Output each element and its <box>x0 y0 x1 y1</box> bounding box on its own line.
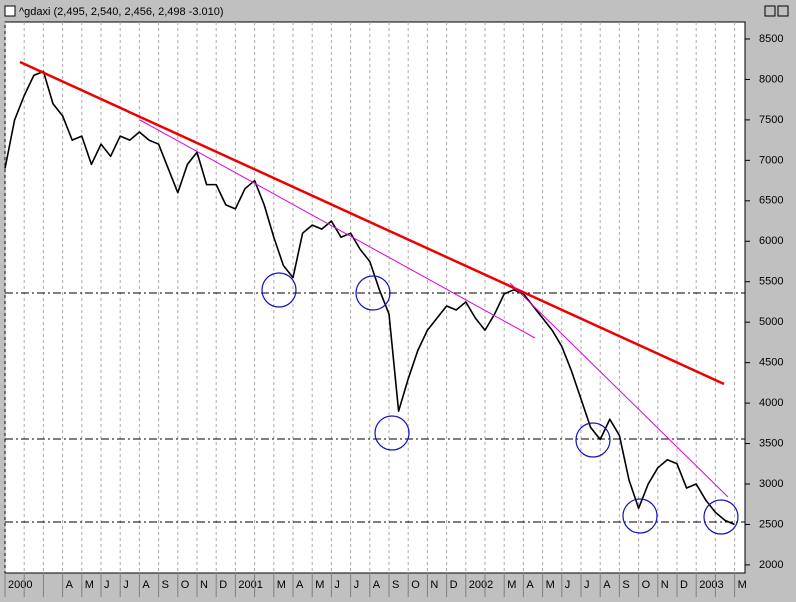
x-tick-label: J <box>104 579 110 591</box>
x-tick-label: J <box>334 579 340 591</box>
y-tick-label: 7500 <box>759 114 783 126</box>
trend-line <box>19 60 725 386</box>
x-tick-label: N <box>430 579 438 591</box>
y-tick-label: 4500 <box>759 357 783 369</box>
y-tick-label: 5500 <box>759 276 783 288</box>
x-tick-label: M <box>546 579 555 591</box>
axes: 2000 2500 3000 3500 4000 4500 5000 5500 6000 6500… <box>4 33 783 597</box>
x-tick-label: 2001 <box>238 579 262 591</box>
x-tick-label: M <box>315 579 324 591</box>
x-tick-label: J <box>584 579 590 591</box>
window-icon[interactable] <box>4 5 16 17</box>
x-tick-label: D <box>680 579 688 591</box>
x-tick-label: S <box>622 579 629 591</box>
x-tick-label: O <box>642 579 651 591</box>
x-tick-label: J <box>565 579 571 591</box>
low-circle <box>622 498 658 534</box>
x-tick-label: A <box>142 579 150 591</box>
x-tick-label: 2002 <box>469 579 493 591</box>
y-tick-label: 2500 <box>759 518 783 530</box>
low-markers <box>261 272 739 535</box>
x-tick-label: M <box>277 579 286 591</box>
x-tick-label: O <box>411 579 420 591</box>
low-circle <box>374 415 410 451</box>
series-layer <box>4 70 735 526</box>
x-tick-label: S <box>162 579 169 591</box>
y-tick-label: 6500 <box>759 195 783 207</box>
x-tick-label: A <box>296 579 304 591</box>
y-tick-label: 8500 <box>759 33 783 45</box>
low-circle <box>261 272 297 308</box>
x-tick-label: M <box>738 579 747 591</box>
x-tick-label: S <box>392 579 399 591</box>
x-tick-label: M <box>507 579 516 591</box>
y-tick-label: 3000 <box>759 478 783 490</box>
x-tick-label: D <box>219 579 227 591</box>
x-tick-label: N <box>661 579 669 591</box>
y-tick-label: 6000 <box>759 235 783 247</box>
x-tick-label: A <box>66 579 74 591</box>
trend-line <box>139 119 536 339</box>
plot-area <box>4 21 746 574</box>
y-tick-label: 5000 <box>759 316 783 328</box>
x-tick-label: O <box>181 579 190 591</box>
trend-line <box>509 282 729 498</box>
x-tick-label: A <box>373 579 381 591</box>
close-button[interactable] <box>777 5 789 17</box>
title-bar <box>0 0 796 22</box>
y-tick-label: 4000 <box>759 397 783 409</box>
x-tick-label: M <box>85 579 94 591</box>
y-tick-label: 3500 <box>759 437 783 449</box>
y-tick-label: 2000 <box>759 559 783 571</box>
x-tick-label: A <box>603 579 611 591</box>
low-circle <box>575 422 611 458</box>
x-tick-label: D <box>450 579 458 591</box>
support-lines <box>5 292 745 523</box>
grid <box>4 22 736 573</box>
restore-button[interactable] <box>764 5 776 17</box>
x-tick-label: J <box>354 579 360 591</box>
price-line <box>4 70 735 526</box>
y-tick-label: 7000 <box>759 154 783 166</box>
x-tick-label: 2000 <box>8 579 32 591</box>
x-tick-label: J <box>123 579 129 591</box>
y-tick-label: 8000 <box>759 73 783 85</box>
low-circle <box>703 499 739 535</box>
x-tick-label: A <box>526 579 534 591</box>
x-tick-label: N <box>200 579 208 591</box>
chart-title: ^gdaxi (2,495, 2,540, 2,456, 2,498 -3.01… <box>19 6 224 18</box>
low-circle <box>355 275 391 311</box>
x-tick-label: 2003 <box>699 579 723 591</box>
